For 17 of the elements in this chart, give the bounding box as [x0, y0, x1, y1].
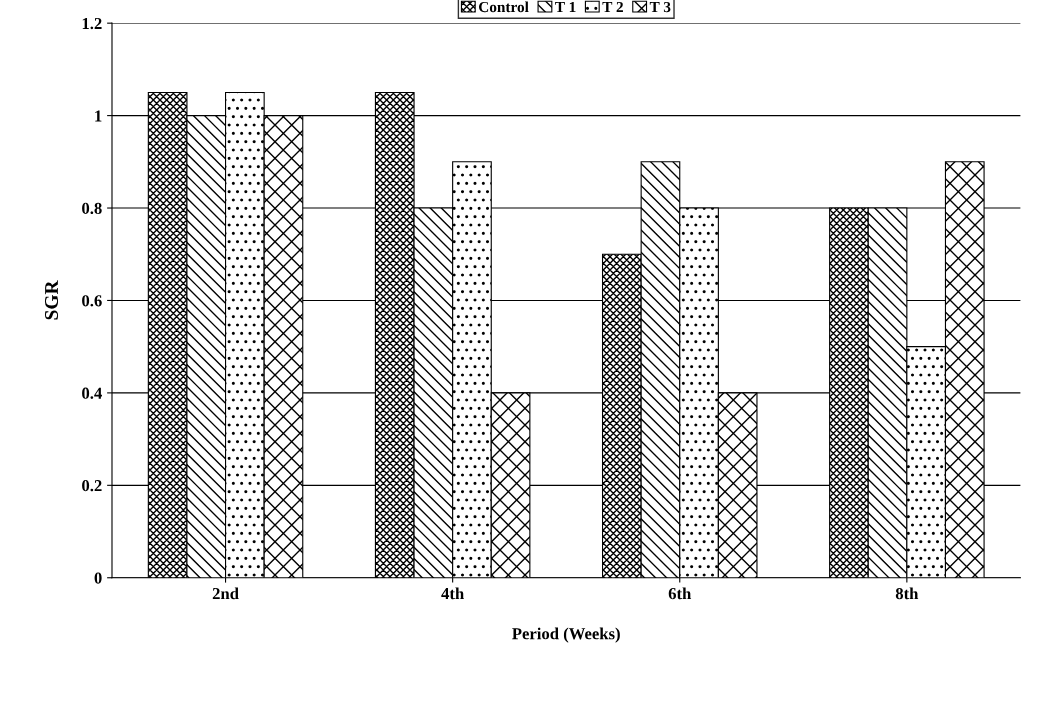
x-tick-label: 6th [668, 587, 692, 600]
legend-label: T 2 [602, 1, 623, 12]
y-tick-label: 1.2 [82, 17, 102, 30]
y-tick-label: 0.6 [82, 295, 102, 307]
y-tick-label: 0.4 [82, 387, 102, 399]
y-axis-title: SGR [44, 280, 59, 320]
y-tick-label: 0.2 [82, 480, 102, 492]
legend-label: Control [478, 1, 529, 13]
x-tick-label: 8th [895, 587, 919, 600]
y-tick-label: 1 [95, 110, 102, 122]
y-tick-label: 0 [94, 572, 102, 584]
legend-label: T 1 [555, 1, 576, 12]
legend-label: T 3 [649, 1, 671, 13]
x-axis-title: Period (Weeks) [512, 627, 620, 643]
x-tick-label: 2nd [212, 587, 239, 600]
x-tick-label: 4th [441, 587, 464, 600]
y-tick-label: 0.8 [82, 202, 102, 215]
